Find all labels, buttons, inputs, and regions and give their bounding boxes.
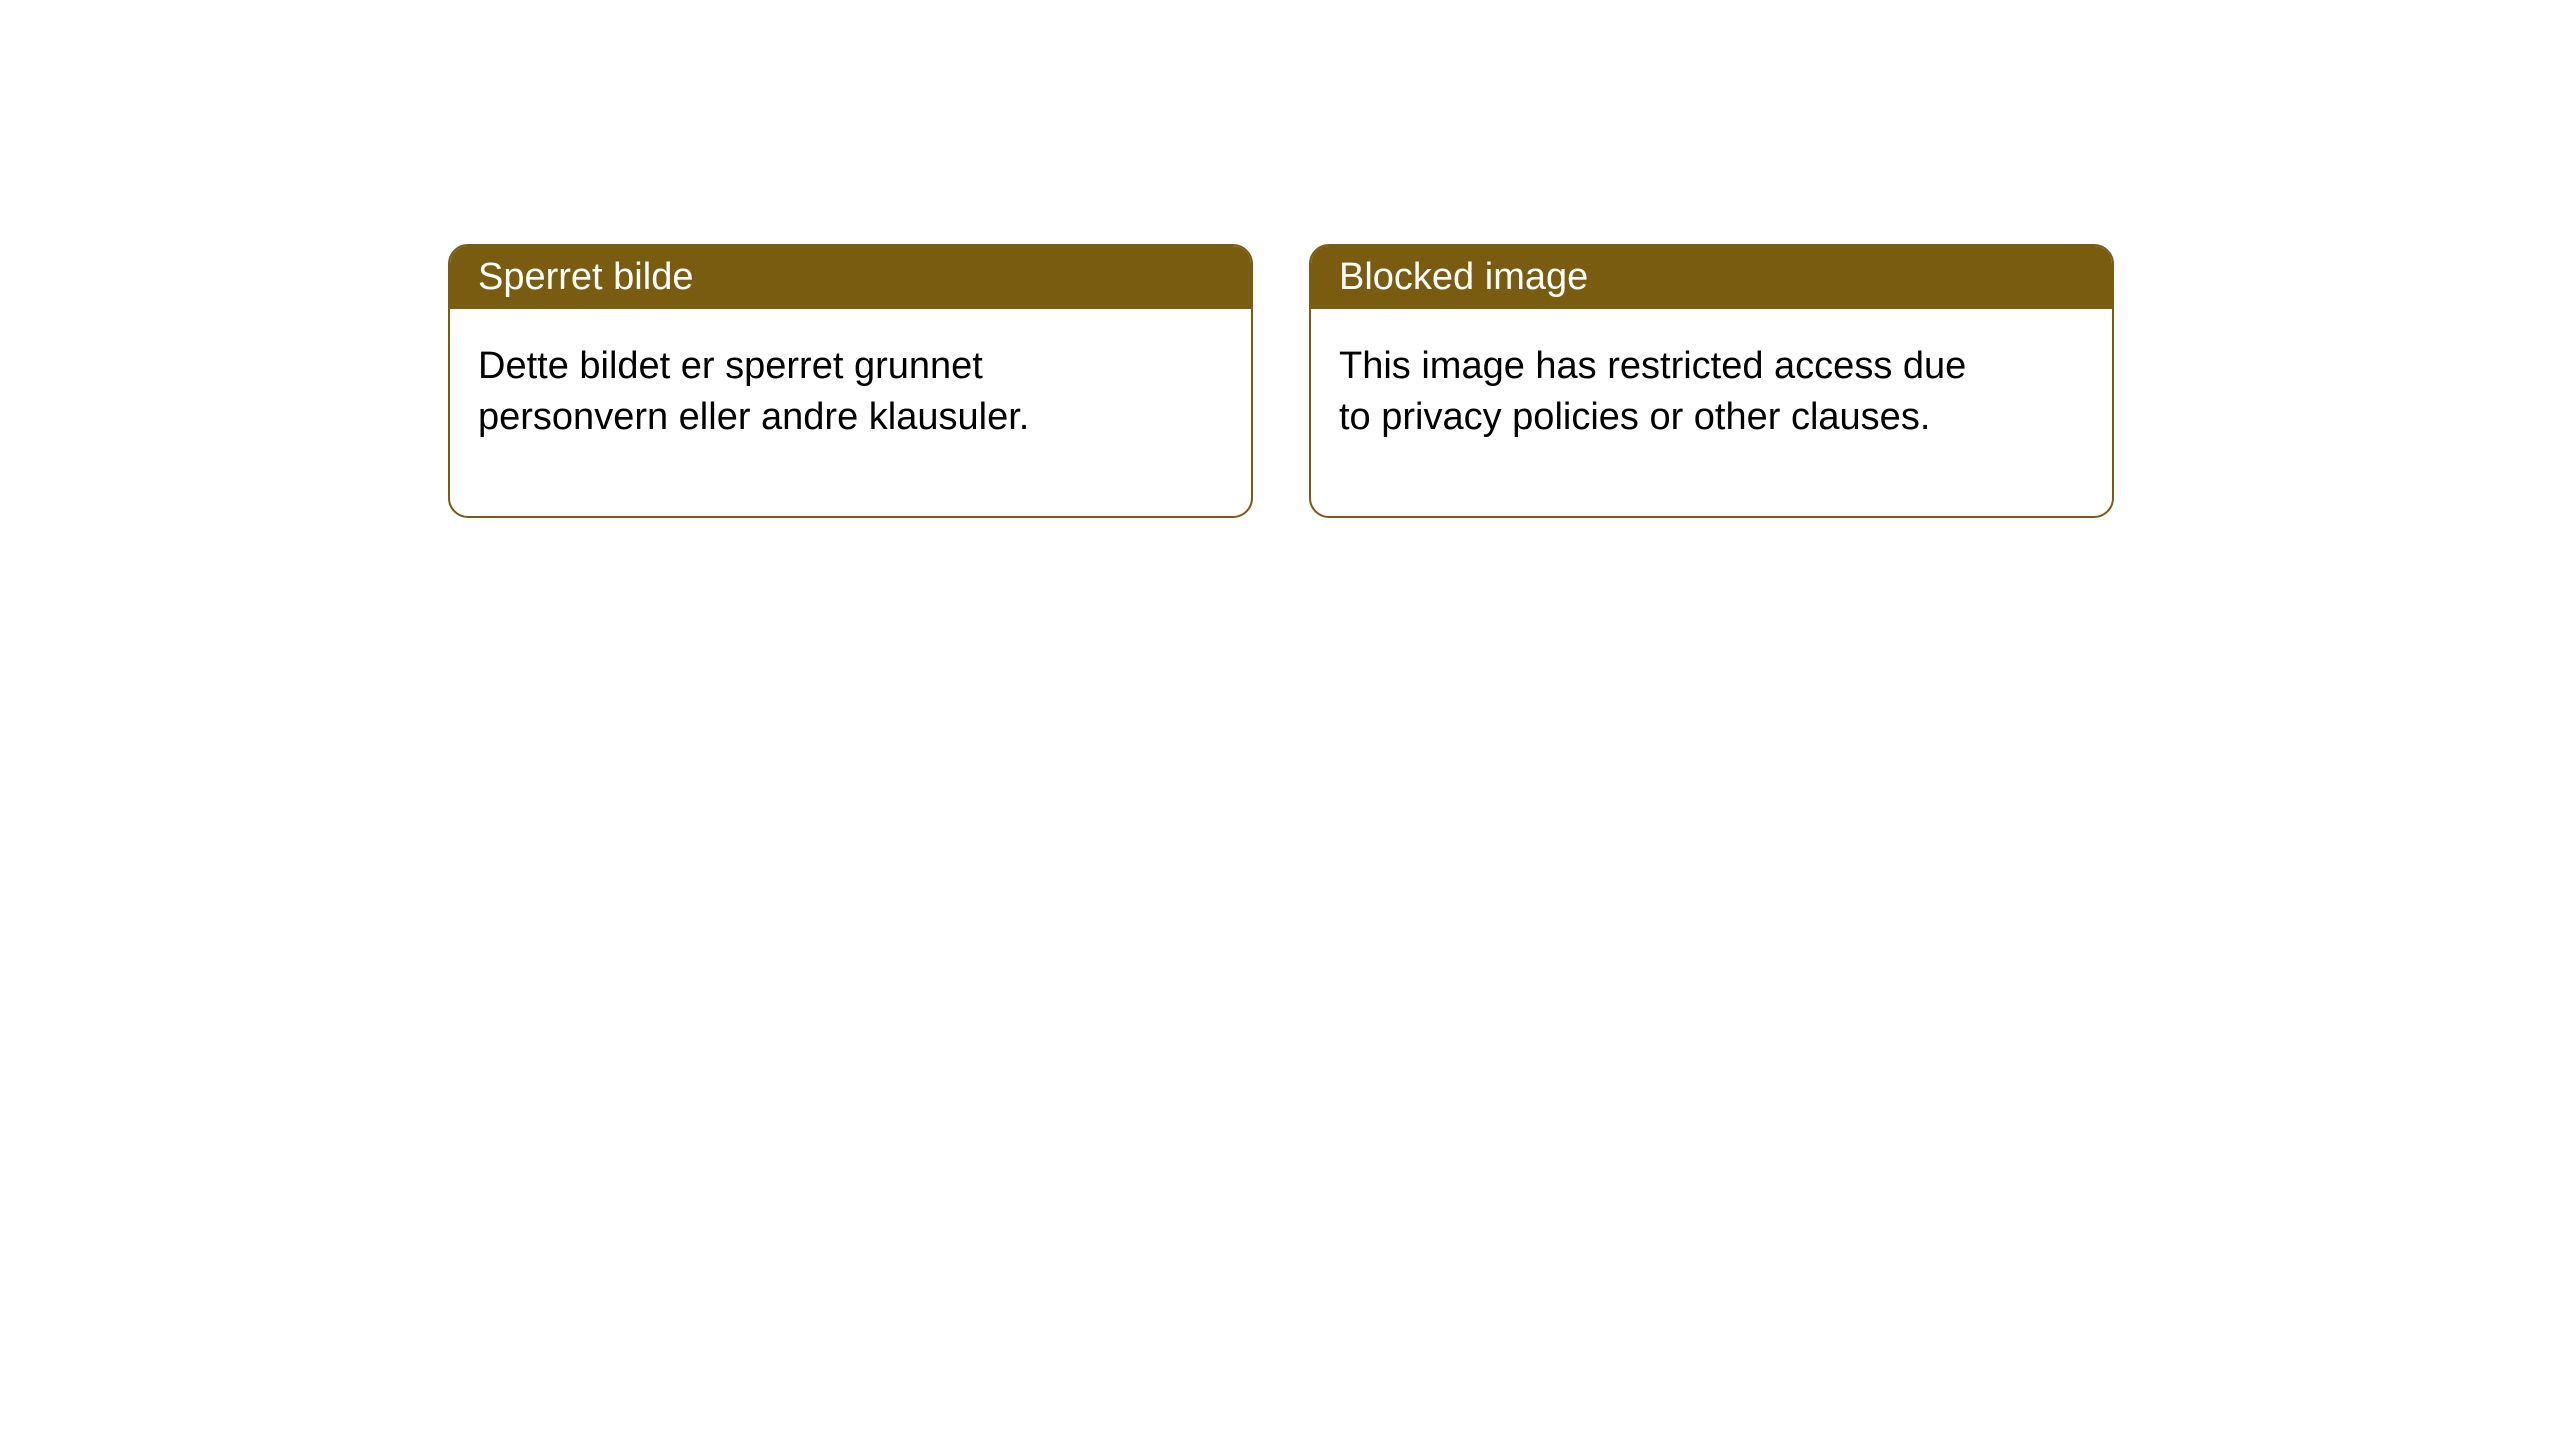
notice-card-norwegian: Sperret bilde Dette bildet er sperret gr… bbox=[448, 244, 1253, 518]
notice-body: This image has restricted access due to … bbox=[1311, 309, 2112, 516]
notice-body-text: This image has restricted access due to … bbox=[1339, 341, 1989, 444]
notice-card-english: Blocked image This image has restricted … bbox=[1309, 244, 2114, 518]
notice-container: Sperret bilde Dette bildet er sperret gr… bbox=[0, 0, 2560, 518]
notice-body: Dette bildet er sperret grunnet personve… bbox=[450, 309, 1251, 516]
notice-header: Blocked image bbox=[1311, 246, 2112, 309]
notice-title: Blocked image bbox=[1339, 256, 1588, 298]
notice-body-text: Dette bildet er sperret grunnet personve… bbox=[478, 341, 1128, 444]
notice-header: Sperret bilde bbox=[450, 246, 1251, 309]
notice-title: Sperret bilde bbox=[478, 256, 693, 298]
